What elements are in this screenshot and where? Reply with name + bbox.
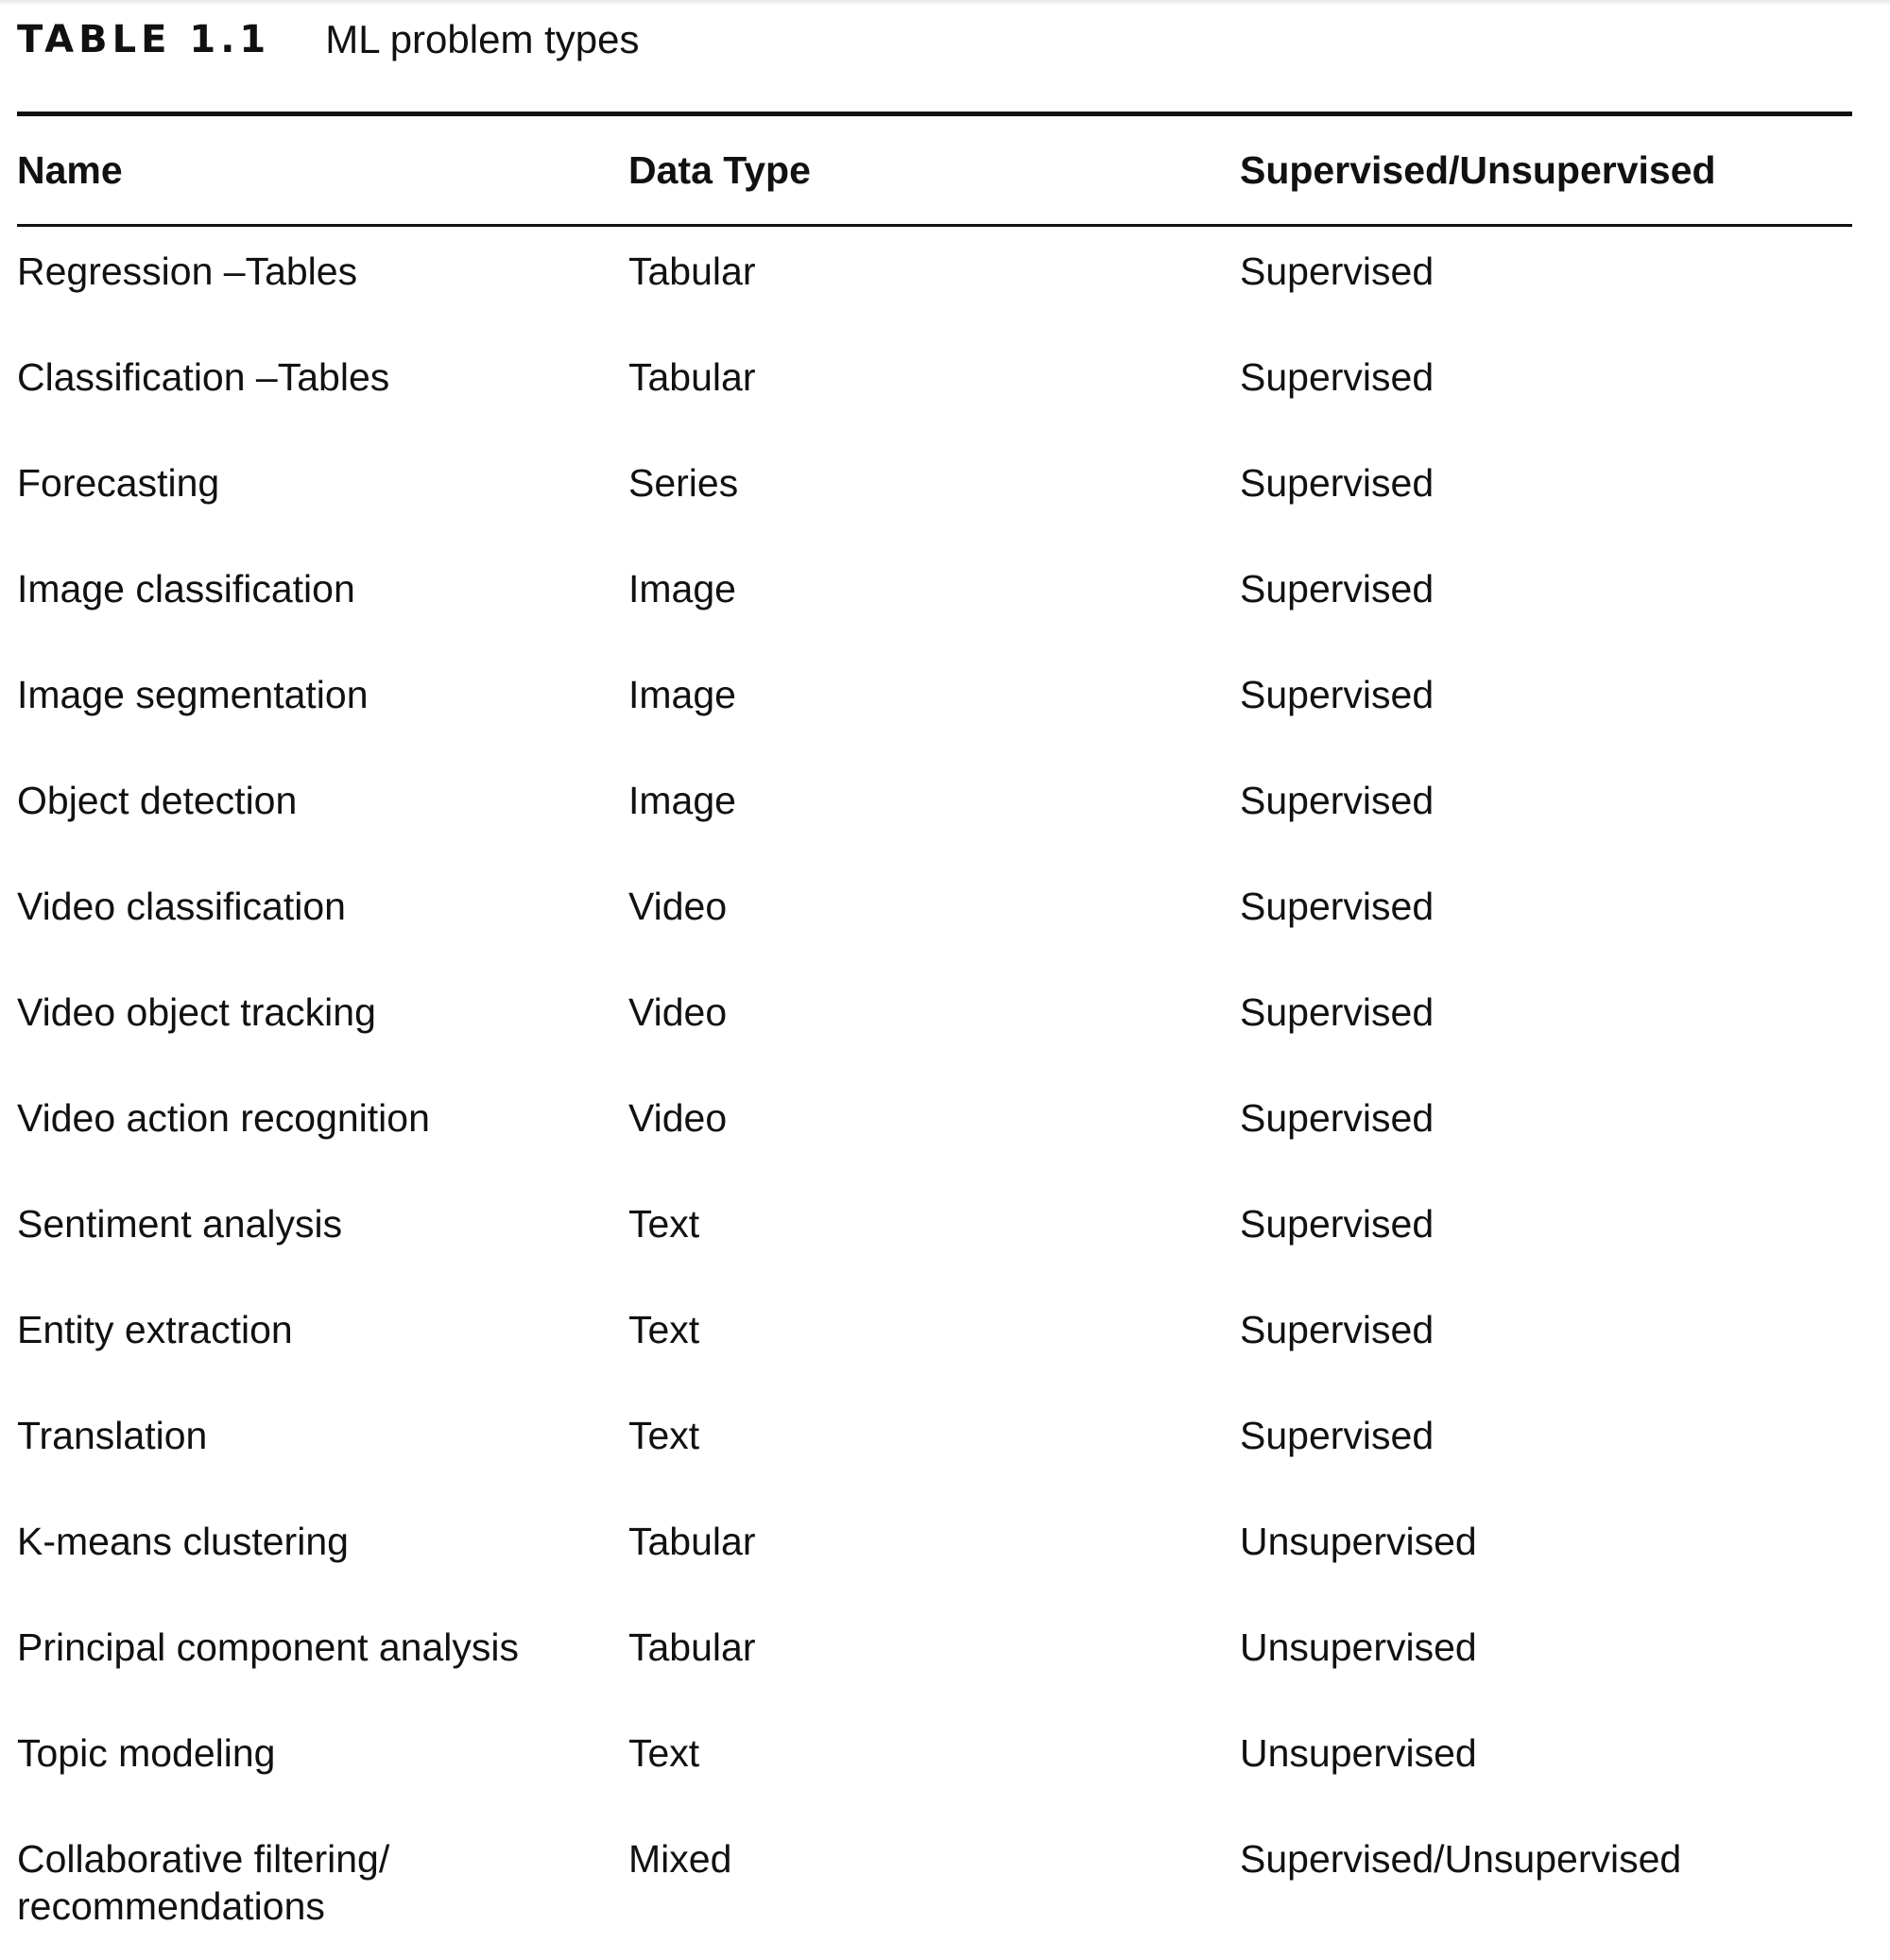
cell-name: Regression –Tables: [17, 249, 358, 293]
cell-supervision: Supervised: [1240, 355, 1435, 399]
cell-supervision: Supervised: [1240, 673, 1435, 716]
cell-supervision: Supervised: [1240, 567, 1435, 610]
cell-data-type: Video: [628, 1096, 728, 1140]
cell-supervision: Supervised: [1240, 461, 1435, 505]
header-supervision: Supervised/Unsupervised: [1240, 148, 1716, 192]
cell-name: Image segmentation: [17, 673, 369, 716]
cell-data-type: Tabular: [628, 1520, 756, 1563]
cell-name: Video action recognition: [17, 1096, 430, 1140]
cell-supervision: Supervised: [1240, 885, 1435, 928]
table-caption: TABLE 1.1 ML problem types: [17, 13, 639, 66]
table-row: Video classification Video Supervised: [17, 862, 1852, 968]
cell-data-type: Tabular: [628, 355, 756, 399]
cell-name: K-means clustering: [17, 1520, 349, 1563]
cell-data-type: Mixed: [628, 1837, 732, 1881]
cell-supervision: Supervised: [1240, 990, 1435, 1034]
cell-data-type: Tabular: [628, 249, 756, 293]
cell-data-type: Series: [628, 461, 739, 505]
cell-data-type: Text: [628, 1202, 700, 1246]
table-row: K-means clustering Tabular Unsupervised: [17, 1497, 1852, 1603]
table-row: Forecasting Series Supervised: [17, 438, 1852, 544]
cell-name: Collaborative filtering/ recommendations: [17, 1837, 390, 1928]
table-row: Topic modeling Text Unsupervised: [17, 1709, 1852, 1814]
table-row: Video action recognition Video Supervise…: [17, 1074, 1852, 1179]
cell-name: Principal component analysis: [17, 1625, 519, 1669]
cell-data-type: Text: [628, 1731, 700, 1775]
table-row: Translation Text Supervised: [17, 1391, 1852, 1497]
table-row: Image segmentation Image Supervised: [17, 650, 1852, 756]
cell-name: Video classification: [17, 885, 346, 928]
cell-name: Sentiment analysis: [17, 1202, 343, 1246]
cell-name: Forecasting: [17, 461, 220, 505]
table-header-row: Name Data Type Supervised/Unsupervised: [17, 116, 1852, 224]
cell-name: Classification –Tables: [17, 355, 390, 399]
cell-data-type: Video: [628, 990, 728, 1034]
table-row: Classification –Tables Tabular Supervise…: [17, 333, 1852, 438]
table-header-rule: [17, 224, 1852, 227]
table-row: Image classification Image Supervised: [17, 544, 1852, 650]
cell-supervision: Unsupervised: [1240, 1625, 1477, 1669]
cell-supervision: Supervised: [1240, 249, 1435, 293]
table-row: Entity extraction Text Supervised: [17, 1285, 1852, 1391]
cell-supervision: Supervised: [1240, 1096, 1435, 1140]
cell-name: Image classification: [17, 567, 355, 610]
table-row: Object detection Image Supervised: [17, 756, 1852, 862]
table-row: Principal component analysis Tabular Uns…: [17, 1603, 1852, 1709]
page-top-shadow: [0, 0, 1890, 6]
cell-data-type: Video: [628, 885, 728, 928]
table-body: Regression –Tables Tabular Supervised Cl…: [17, 227, 1852, 1939]
cell-name: Object detection: [17, 779, 298, 822]
header-data-type: Data Type: [628, 148, 811, 192]
cell-supervision: Supervised: [1240, 1414, 1435, 1457]
cell-name: Translation: [17, 1414, 208, 1457]
cell-supervision: Supervised: [1240, 1308, 1435, 1351]
cell-name: Video object tracking: [17, 990, 376, 1034]
table-title: ML problem types: [325, 17, 640, 61]
cell-data-type: Image: [628, 673, 736, 716]
cell-data-type: Image: [628, 779, 736, 822]
header-name: Name: [17, 148, 123, 192]
table-top-rule: [17, 112, 1852, 116]
cell-name: Topic modeling: [17, 1731, 276, 1775]
cell-supervision: Supervised: [1240, 779, 1435, 822]
cell-data-type: Text: [628, 1308, 700, 1351]
cell-data-type: Tabular: [628, 1625, 756, 1669]
table-row: Regression –Tables Tabular Supervised: [17, 227, 1852, 333]
cell-supervision: Supervised/Unsupervised: [1240, 1837, 1682, 1881]
cell-supervision: Unsupervised: [1240, 1731, 1477, 1775]
table-row: Collaborative filtering/ recommendations…: [17, 1814, 1852, 1939]
cell-data-type: Text: [628, 1414, 700, 1457]
cell-supervision: Supervised: [1240, 1202, 1435, 1246]
table-number: TABLE 1.1: [17, 18, 271, 61]
table-row: Sentiment analysis Text Supervised: [17, 1179, 1852, 1285]
table-row: Video object tracking Video Supervised: [17, 968, 1852, 1074]
cell-data-type: Image: [628, 567, 736, 610]
cell-name: Entity extraction: [17, 1308, 293, 1351]
cell-supervision: Unsupervised: [1240, 1520, 1477, 1563]
